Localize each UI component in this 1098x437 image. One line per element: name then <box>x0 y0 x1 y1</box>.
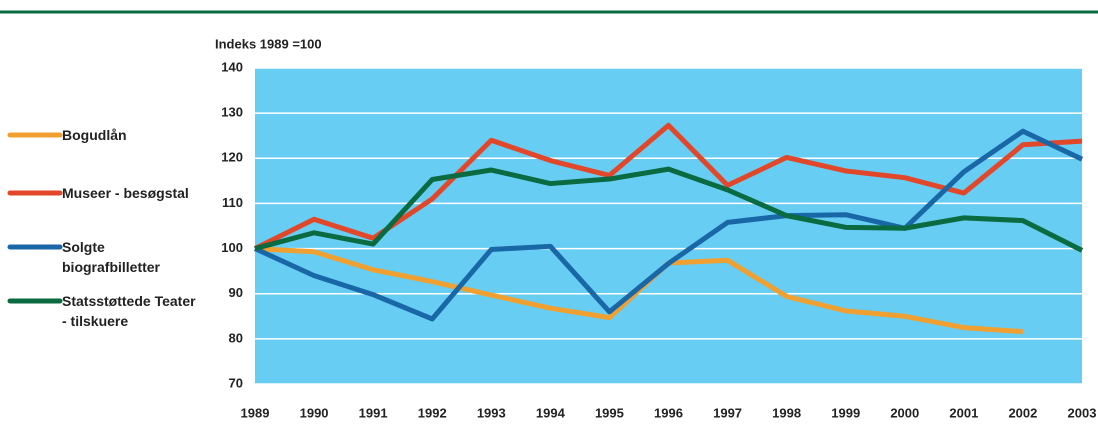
x-tick-label: 2000 <box>890 405 919 420</box>
x-tick-label: 1993 <box>477 405 506 420</box>
x-tick-label: 1990 <box>300 405 329 420</box>
legend-label: Solgte biografbilletter <box>62 239 161 275</box>
x-tick-label: 1998 <box>772 405 801 420</box>
legend-label: Bogudlån <box>62 127 127 143</box>
x-tick-label: 1997 <box>713 405 742 420</box>
x-tick-label: 1994 <box>536 405 566 420</box>
legend-label: Statsstøttede Teater - tilskuere <box>62 293 196 329</box>
x-tick-label: 2001 <box>949 405 978 420</box>
y-tick-label: 80 <box>229 330 243 345</box>
x-tick-label: 1989 <box>241 405 270 420</box>
x-tick-label: 1992 <box>418 405 447 420</box>
y-tick-label: 110 <box>222 195 243 210</box>
legend-label: Museer - besøgstal <box>62 185 189 201</box>
series-line <box>254 166 1084 253</box>
x-tick-label: 1995 <box>595 405 624 420</box>
x-tick-label: 1991 <box>359 405 388 420</box>
plot-area <box>255 68 1082 384</box>
y-tick-label: 100 <box>221 240 243 255</box>
y-tick-label: 120 <box>221 150 243 165</box>
y-tick-label: 140 <box>221 59 243 74</box>
y-tick-label: 130 <box>221 105 243 120</box>
y-tick-label: 70 <box>229 375 243 390</box>
x-tick-label: 1996 <box>654 405 683 420</box>
y-axis-label: Indeks 1989 =100 <box>215 36 322 51</box>
x-tick-label: 2003 <box>1068 405 1097 420</box>
x-tick-label: 1999 <box>831 405 860 420</box>
series-line <box>253 128 1084 322</box>
y-tick-label: 90 <box>229 285 243 300</box>
x-tick-label: 2002 <box>1008 405 1037 420</box>
